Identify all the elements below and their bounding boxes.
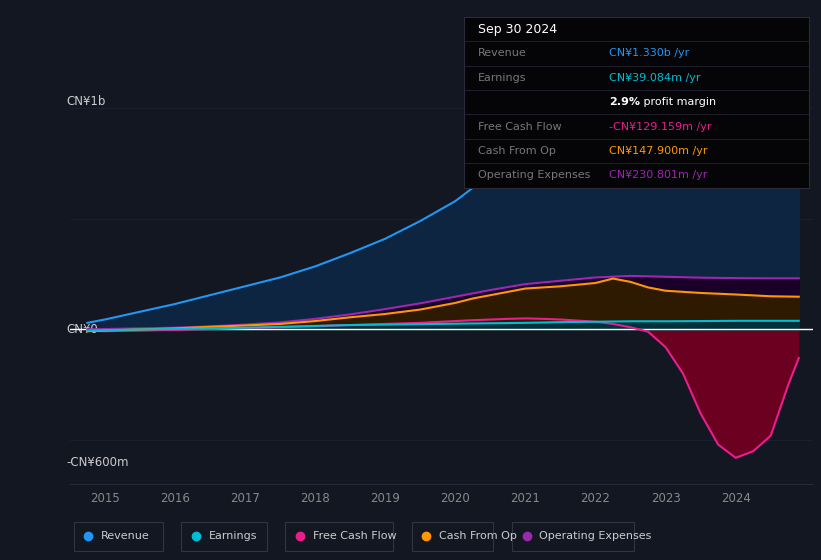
FancyBboxPatch shape [511, 521, 635, 551]
Text: CN¥147.900m /yr: CN¥147.900m /yr [608, 146, 707, 156]
Text: 2017: 2017 [230, 492, 260, 505]
Text: 2016: 2016 [160, 492, 190, 505]
Text: Revenue: Revenue [478, 48, 526, 58]
Text: 2018: 2018 [300, 492, 330, 505]
Text: 2023: 2023 [651, 492, 681, 505]
Text: CN¥0: CN¥0 [66, 323, 98, 336]
Text: Earnings: Earnings [209, 531, 257, 541]
Text: 2020: 2020 [440, 492, 470, 505]
Text: Cash From Op: Cash From Op [478, 146, 556, 156]
Text: CN¥230.801m /yr: CN¥230.801m /yr [608, 170, 707, 180]
Text: Cash From Op: Cash From Op [439, 531, 517, 541]
Text: Free Cash Flow: Free Cash Flow [478, 122, 562, 132]
Text: 2019: 2019 [370, 492, 400, 505]
Text: 2021: 2021 [511, 492, 540, 505]
FancyBboxPatch shape [411, 521, 493, 551]
Text: Revenue: Revenue [101, 531, 149, 541]
Text: CN¥1b: CN¥1b [66, 95, 105, 108]
FancyBboxPatch shape [74, 521, 163, 551]
Text: 2024: 2024 [721, 492, 750, 505]
Text: -CN¥129.159m /yr: -CN¥129.159m /yr [608, 122, 711, 132]
Text: 2.9%: 2.9% [608, 97, 640, 107]
Text: Operating Expenses: Operating Expenses [478, 170, 590, 180]
Text: Sep 30 2024: Sep 30 2024 [478, 22, 557, 35]
Text: Free Cash Flow: Free Cash Flow [313, 531, 397, 541]
Text: 2015: 2015 [90, 492, 120, 505]
Text: 2022: 2022 [580, 492, 611, 505]
Text: Earnings: Earnings [478, 73, 526, 83]
Text: CN¥1.330b /yr: CN¥1.330b /yr [608, 48, 689, 58]
Text: -CN¥600m: -CN¥600m [66, 456, 129, 469]
FancyBboxPatch shape [181, 521, 267, 551]
Text: CN¥39.084m /yr: CN¥39.084m /yr [608, 73, 700, 83]
Text: Operating Expenses: Operating Expenses [539, 531, 652, 541]
FancyBboxPatch shape [285, 521, 393, 551]
Text: profit margin: profit margin [640, 97, 716, 107]
